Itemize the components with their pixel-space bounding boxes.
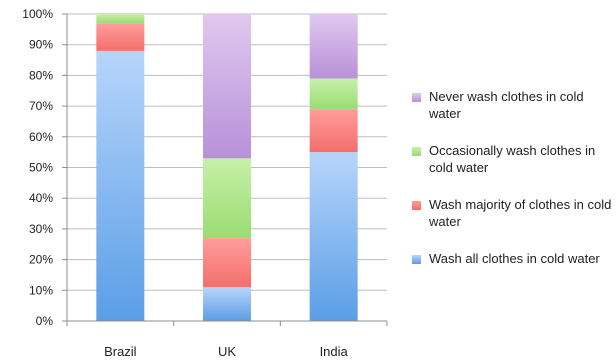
bar-segment-uk-3 (203, 14, 251, 159)
bar-segment-brazil-0 (96, 50, 145, 322)
bar-segment-brazil-1 (96, 23, 145, 51)
legend-swatch-all (412, 255, 421, 264)
legend-item-never: Never wash clothes in cold water (412, 88, 616, 142)
bar-segment-uk-0 (203, 287, 251, 321)
legend-label-occasionally: Occasionally wash clothes in cold water (429, 143, 596, 175)
y-tick-label: 70% (29, 99, 53, 113)
x-tick-label-uk: UK (218, 344, 236, 359)
legend-item-all: Wash all clothes in cold water (412, 250, 616, 304)
legend-item-occasionally: Occasionally wash clothes in cold water (412, 142, 616, 196)
legend-swatch-occasionally (412, 147, 421, 156)
bar-segment-india-3 (309, 14, 358, 79)
y-tick-label: 10% (29, 283, 53, 297)
x-tick-label-brazil: Brazil (104, 344, 137, 359)
legend: Never wash clothes in cold water Occasio… (412, 88, 616, 304)
x-tick-labels: Brazil UK India (104, 344, 348, 359)
y-tick-label: 90% (29, 38, 53, 52)
bar-segment-uk-1 (203, 238, 251, 288)
y-tick-label: 40% (29, 191, 53, 205)
legend-label-all: Wash all clothes in cold water (429, 251, 600, 266)
y-tick-label: 100% (22, 7, 53, 21)
bar-segment-uk-2 (203, 158, 251, 239)
legend-swatch-never (412, 93, 421, 102)
x-tick-label-india: India (320, 344, 349, 359)
bar-segment-india-0 (309, 152, 358, 321)
y-tick-labels: 0% 10% 20% 30% 40% 50% 60% 70% 80% 90% 100% (22, 7, 67, 328)
bar-segment-brazil-2 (96, 14, 145, 24)
bars (96, 14, 358, 322)
legend-item-majority: Wash majority of clothes in cold water (412, 196, 616, 250)
y-tick-label: 80% (29, 68, 53, 82)
y-tick-label: 30% (29, 222, 53, 236)
y-tick-label: 60% (29, 130, 53, 144)
legend-swatch-majority (412, 201, 421, 210)
bar-segment-india-1 (309, 109, 358, 153)
bar-segment-india-2 (309, 78, 358, 110)
legend-label-majority: Wash majority of clothes in cold water (429, 197, 612, 229)
y-tick-label: 20% (29, 253, 53, 267)
y-tick-label: 50% (29, 161, 53, 175)
legend-label-never: Never wash clothes in cold water (429, 89, 584, 121)
y-tick-label: 0% (36, 314, 54, 328)
